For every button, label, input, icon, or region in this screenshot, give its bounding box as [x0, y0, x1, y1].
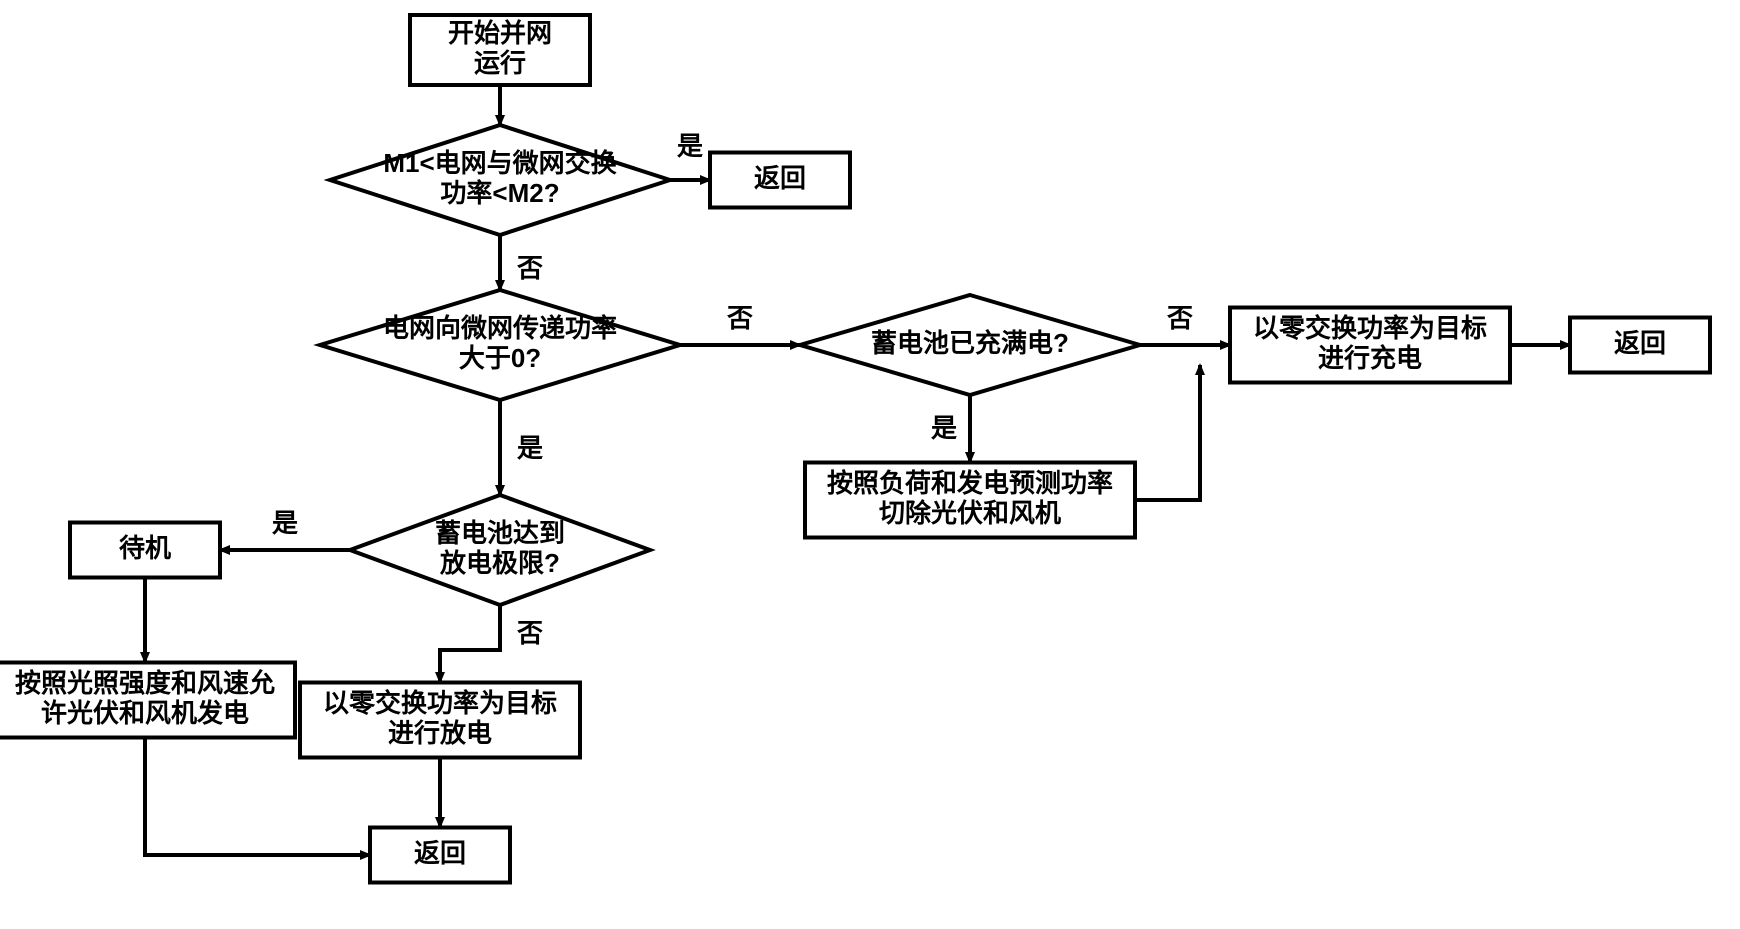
node-text-d3-0: 蓄电池达到	[435, 518, 565, 548]
node-d2: 电网向微网传递功率大于0?	[320, 290, 680, 400]
node-text-pv_wind_allow-1: 许光伏和风机发电	[41, 698, 249, 728]
node-text-standby-0: 待机	[119, 533, 171, 563]
node-text-pv_wind_allow-0: 按照光照强度和风速允	[15, 668, 275, 698]
node-d1: M1<电网与微网交换功率<M2?	[330, 125, 670, 235]
node-start: 开始并网运行	[410, 15, 590, 85]
edge-12	[1135, 365, 1200, 500]
node-discharge: 以零交换功率为目标进行放电	[300, 683, 580, 758]
node-pv_wind_allow: 按照光照强度和风速允许光伏和风机发电	[0, 663, 295, 738]
node-text-charge-1: 进行充电	[1318, 343, 1422, 373]
node-text-d1-1: 功率<M2?	[440, 178, 559, 208]
node-text-d3-1: 放电极限?	[439, 548, 560, 578]
node-return2: 返回	[370, 828, 510, 883]
node-text-d1-0: M1<电网与微网交换	[383, 148, 617, 178]
node-text-start-1: 运行	[474, 48, 526, 78]
node-text-cut-0: 按照负荷和发电预测功率	[827, 468, 1113, 498]
node-return3: 返回	[1570, 318, 1710, 373]
edge-label-6: 否	[517, 618, 543, 648]
node-return1: 返回	[710, 153, 850, 208]
nodes-layer: 开始并网运行M1<电网与微网交换功率<M2?返回电网向微网传递功率大于0?蓄电池…	[0, 15, 1710, 883]
edge-label-3: 是	[517, 433, 543, 463]
edge-label-10: 是	[931, 413, 957, 443]
node-cut: 按照负荷和发电预测功率切除光伏和风机	[805, 463, 1135, 538]
node-text-return2-0: 返回	[414, 838, 466, 868]
edge-label-2: 否	[517, 253, 543, 283]
node-d4: 蓄电池已充满电?	[800, 295, 1140, 395]
edge-6	[440, 605, 500, 682]
node-d3: 蓄电池达到放电极限?	[350, 495, 650, 605]
edge-label-1: 是	[677, 131, 703, 161]
node-text-cut-1: 切除光伏和风机	[879, 498, 1061, 528]
node-text-d4-0: 蓄电池已充满电?	[871, 328, 1069, 358]
node-charge: 以零交换功率为目标进行充电	[1230, 308, 1510, 383]
node-text-d2-1: 大于0?	[459, 343, 541, 373]
edge-label-5: 是	[272, 508, 298, 538]
node-text-d2-0: 电网向微网传递功率	[383, 313, 617, 343]
node-text-return3-0: 返回	[1614, 328, 1666, 358]
node-text-discharge-0: 以零交换功率为目标	[323, 688, 557, 718]
edge-label-4: 否	[727, 303, 753, 333]
edge-label-11: 否	[1167, 303, 1193, 333]
node-text-start-0: 开始并网	[448, 18, 552, 48]
node-text-charge-0: 以零交换功率为目标	[1253, 313, 1487, 343]
flowchart-canvas: 是否是否是否是否开始并网运行M1<电网与微网交换功率<M2?返回电网向微网传递功…	[0, 0, 1740, 929]
node-standby: 待机	[70, 523, 220, 578]
node-text-discharge-1: 进行放电	[388, 718, 492, 748]
node-text-return1-0: 返回	[754, 163, 806, 193]
